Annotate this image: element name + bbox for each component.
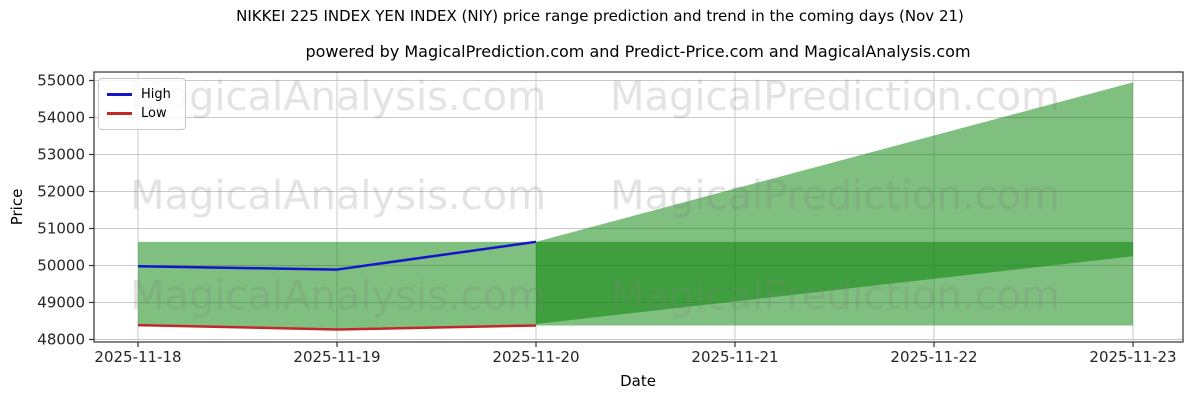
chart-subtitle: powered by MagicalPrediction.com and Pre…: [305, 42, 971, 61]
y-tick-label: 48000: [37, 331, 85, 349]
forecast-fan-band: [536, 82, 1133, 324]
y-tick-label: 55000: [37, 72, 85, 90]
high-line-swatch: [107, 93, 132, 96]
y-tick-label: 51000: [37, 220, 85, 238]
watermark-magicalprediction: MagicalPrediction.com: [610, 173, 1060, 219]
legend-item-high: High: [107, 85, 177, 104]
chart-title: NIKKEI 225 INDEX YEN INDEX (NIY) price r…: [236, 7, 964, 25]
plot-border: [93, 71, 1184, 343]
x-tick-label: 2025-11-21: [691, 348, 778, 366]
legend-item-low: Low: [107, 104, 177, 123]
x-tick-label: 2025-11-18: [94, 348, 181, 366]
legend-label-high: High: [141, 87, 171, 102]
watermark-magicalanalysis: MagicalAnalysis.com: [130, 273, 546, 319]
x-tick-label: 2025-11-19: [293, 348, 380, 366]
watermark-magicalprediction: MagicalPrediction.com: [610, 74, 1060, 120]
y-tick-label: 53000: [37, 146, 85, 164]
watermark-magicalanalysis: MagicalAnalysis.com: [130, 74, 546, 120]
y-tick-label: 49000: [37, 294, 85, 312]
watermark-magicalanalysis: MagicalAnalysis.com: [130, 173, 546, 219]
y-tick-label: 52000: [37, 183, 85, 201]
low-line: [137, 323, 537, 331]
legend: High Low: [98, 78, 186, 130]
low-line-swatch: [107, 112, 132, 115]
x-tick-label: 2025-11-22: [890, 348, 977, 366]
x-tick-label: 2025-11-23: [1089, 348, 1176, 366]
x-axis-label: Date: [620, 372, 656, 390]
x-tick-label: 2025-11-20: [492, 348, 579, 366]
high-line: [137, 240, 537, 271]
watermark-magicalprediction: MagicalPrediction.com: [610, 273, 1060, 319]
y-axis-label: Price: [8, 188, 26, 226]
legend-label-low: Low: [141, 106, 167, 121]
y-tick-label: 50000: [37, 257, 85, 275]
y-tick-label: 54000: [37, 109, 85, 127]
